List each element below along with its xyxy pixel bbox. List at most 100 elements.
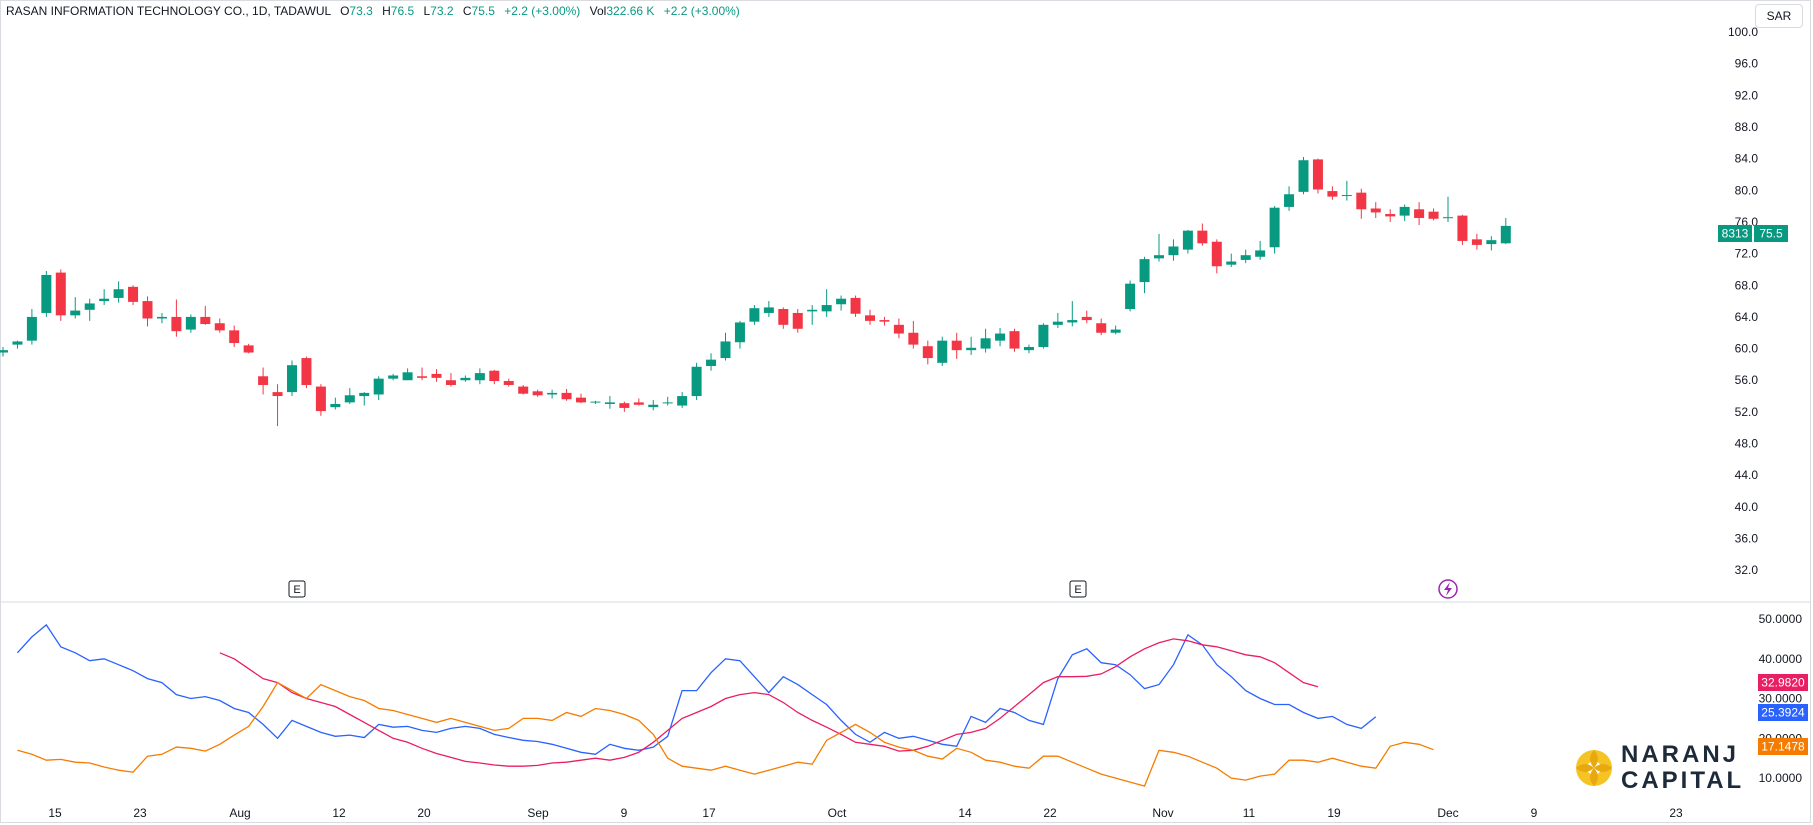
candle-body[interactable] xyxy=(315,386,326,412)
candle-body[interactable] xyxy=(1197,230,1208,244)
candle-body[interactable] xyxy=(749,308,760,322)
candle-body[interactable] xyxy=(1443,217,1453,219)
candle-body[interactable] xyxy=(1370,208,1381,213)
candle-body[interactable] xyxy=(214,323,225,331)
candle-body[interactable] xyxy=(763,307,774,313)
candle-body[interactable] xyxy=(619,403,630,408)
candle-body[interactable] xyxy=(633,402,644,405)
candle-body[interactable] xyxy=(604,402,615,404)
candle-body[interactable] xyxy=(258,376,269,385)
candle-body[interactable] xyxy=(1023,346,1034,351)
candle-body[interactable] xyxy=(734,322,745,343)
candle-body[interactable] xyxy=(185,316,196,330)
candle-body[interactable] xyxy=(792,312,803,329)
candle-body[interactable] xyxy=(344,395,355,403)
candle-body[interactable] xyxy=(1385,214,1396,217)
candle-body[interactable] xyxy=(171,316,182,332)
candle-body[interactable] xyxy=(26,316,37,341)
candle-body[interactable] xyxy=(1096,323,1107,333)
candle-body[interactable] xyxy=(1038,324,1049,347)
candle-body[interactable] xyxy=(1255,250,1266,257)
candle-body[interactable] xyxy=(995,333,1006,341)
candle-body[interactable] xyxy=(778,309,789,325)
candle-body[interactable] xyxy=(474,373,485,381)
candle-body[interactable] xyxy=(12,341,23,345)
candle-body[interactable] xyxy=(951,340,962,351)
candle-body[interactable] xyxy=(1428,211,1439,219)
candle-body[interactable] xyxy=(489,370,500,382)
candle-body[interactable] xyxy=(1081,316,1092,321)
candle-body[interactable] xyxy=(518,386,529,394)
candle-body[interactable] xyxy=(243,345,254,353)
candle-body[interactable] xyxy=(70,310,81,316)
candle-body[interactable] xyxy=(576,397,586,403)
candle-body[interactable] xyxy=(1110,329,1121,333)
event-markers[interactable]: E E xyxy=(288,579,1458,599)
candle-body[interactable] xyxy=(417,376,428,378)
candle-body[interactable] xyxy=(99,298,110,302)
candle-body[interactable] xyxy=(648,404,659,408)
candle-body[interactable] xyxy=(301,358,312,385)
candle-body[interactable] xyxy=(850,297,861,314)
candle-body[interactable] xyxy=(1240,255,1251,260)
earnings-marker-2[interactable] xyxy=(1069,580,1087,598)
candle-body[interactable] xyxy=(1298,160,1309,192)
candle-body[interactable] xyxy=(373,378,384,395)
candle-body[interactable] xyxy=(922,346,933,359)
candle-body[interactable] xyxy=(706,359,717,366)
candle-body[interactable] xyxy=(691,366,702,397)
candle-body[interactable] xyxy=(1284,194,1295,207)
candles[interactable] xyxy=(0,157,1511,427)
candle-body[interactable] xyxy=(1399,206,1410,216)
candle-body[interactable] xyxy=(1211,241,1222,267)
candle-body[interactable] xyxy=(330,403,341,408)
candle-body[interactable] xyxy=(1414,209,1425,218)
candle-body[interactable] xyxy=(980,338,991,349)
candle-body[interactable] xyxy=(821,305,832,312)
candle-body[interactable] xyxy=(156,316,167,319)
candle-body[interactable] xyxy=(431,373,442,378)
candle-body[interactable] xyxy=(287,365,297,393)
candle-body[interactable] xyxy=(1269,207,1280,248)
candle-body[interactable] xyxy=(561,392,572,400)
candle-body[interactable] xyxy=(200,316,211,325)
candle-body[interactable] xyxy=(807,309,818,312)
candle-body[interactable] xyxy=(966,347,977,351)
candle-body[interactable] xyxy=(445,380,456,385)
candle-body[interactable] xyxy=(1486,240,1497,245)
candle-body[interactable] xyxy=(128,286,139,302)
candle-body[interactable] xyxy=(402,372,413,381)
candle-body[interactable] xyxy=(388,375,399,379)
candle-body[interactable] xyxy=(590,401,601,403)
candle-body[interactable] xyxy=(662,402,673,404)
candle-body[interactable] xyxy=(547,392,558,395)
candle-body[interactable] xyxy=(865,315,875,321)
candle-body[interactable] xyxy=(1154,255,1164,259)
candle-body[interactable] xyxy=(720,341,731,359)
candle-body[interactable] xyxy=(1471,239,1482,245)
candle-body[interactable] xyxy=(1067,320,1078,323)
candle-body[interactable] xyxy=(1226,261,1237,265)
candle-body[interactable] xyxy=(359,392,370,397)
candle-body[interactable] xyxy=(677,396,688,406)
candle-body[interactable] xyxy=(1356,192,1367,210)
candle-body[interactable] xyxy=(532,391,543,396)
candle-body[interactable] xyxy=(879,320,890,322)
candle-body[interactable] xyxy=(1312,159,1323,190)
candle-body[interactable] xyxy=(1125,283,1136,309)
candle-body[interactable] xyxy=(937,340,948,363)
candle-body[interactable] xyxy=(1168,246,1179,256)
candle-body[interactable] xyxy=(1009,331,1020,349)
candle-body[interactable] xyxy=(142,301,153,319)
candle-body[interactable] xyxy=(1052,321,1063,325)
candle-body[interactable] xyxy=(1182,230,1193,250)
candle-body[interactable] xyxy=(460,377,471,381)
candle-body[interactable] xyxy=(84,303,95,310)
candle-body[interactable] xyxy=(836,298,847,305)
candle-body[interactable] xyxy=(229,330,240,344)
candle-body[interactable] xyxy=(893,324,904,334)
candle-body[interactable] xyxy=(908,332,919,345)
candle-body[interactable] xyxy=(1341,195,1352,197)
candle-body[interactable] xyxy=(1457,215,1468,241)
candle-body[interactable] xyxy=(1139,259,1150,283)
